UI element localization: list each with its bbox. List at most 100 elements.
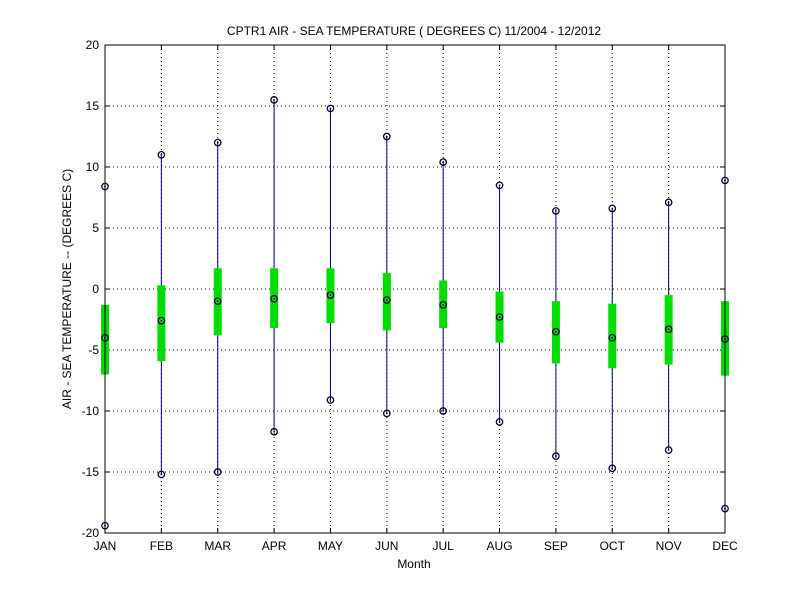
median-marker-dot	[216, 300, 219, 303]
iqr-box	[382, 273, 391, 331]
max-marker	[382, 132, 391, 141]
max-marker-dot	[498, 184, 501, 187]
max-marker-dot	[611, 207, 614, 210]
y-axis-label: AIR - SEA TEMPERATURE -- (DEGREES C)	[60, 169, 74, 409]
x-tick-label: FEB	[150, 539, 173, 553]
min-marker-dot	[442, 410, 445, 412]
median-marker	[552, 327, 560, 336]
y-tick-label: 15	[86, 99, 100, 113]
chart-title: CPTR1 AIR - SEA TEMPERATURE ( DEGREES C)…	[227, 24, 601, 38]
min-marker-dot	[273, 430, 275, 433]
max-marker-dot	[216, 141, 219, 144]
min-marker	[382, 409, 391, 418]
median-marker	[439, 301, 448, 309]
min-marker-dot	[498, 421, 501, 423]
min-marker	[157, 470, 166, 479]
x-tick-label: AUG	[487, 539, 513, 553]
box-apr	[270, 96, 279, 436]
median-marker-dot	[498, 316, 501, 318]
min-marker-dot	[667, 449, 670, 451]
y-tick-label: -15	[82, 465, 100, 479]
box-oct	[608, 204, 617, 473]
max-marker	[664, 198, 673, 207]
max-marker	[270, 96, 278, 104]
max-marker-dot	[385, 135, 388, 138]
iqr-box	[157, 285, 166, 361]
min-marker-dot	[385, 412, 388, 415]
max-marker-dot	[273, 99, 275, 101]
box-jun	[382, 132, 391, 418]
median-marker	[213, 297, 222, 306]
iqr-box	[608, 303, 617, 369]
min-marker	[664, 446, 673, 454]
grid-lines	[105, 45, 725, 533]
max-marker	[439, 158, 448, 166]
median-marker	[382, 296, 391, 304]
max-marker	[326, 104, 335, 113]
max-marker-dot	[555, 210, 557, 212]
min-marker-dot	[160, 473, 163, 476]
x-tick-label: JUL	[433, 539, 455, 553]
box-nov	[664, 198, 673, 454]
x-tick-label: OCT	[600, 539, 626, 553]
median-marker	[157, 316, 166, 325]
min-marker-dot	[216, 471, 219, 473]
box-sep	[551, 207, 560, 460]
max-marker	[495, 181, 504, 190]
max-marker-dot	[442, 161, 445, 164]
min-marker-dot	[329, 399, 332, 401]
y-tick-label: 20	[86, 38, 100, 52]
x-axis-label: Month	[397, 557, 430, 571]
data-marks	[101, 96, 729, 530]
median-marker-dot	[385, 299, 388, 301]
max-marker	[552, 207, 560, 215]
box-mar	[213, 138, 222, 476]
x-tick-label: NOV	[656, 539, 682, 553]
y-tick-label: 5	[92, 221, 99, 235]
x-tick-label: MAY	[318, 539, 343, 553]
plot-frame	[104, 44, 726, 534]
axis-ticks: -20 -15 -10 -5 0 5 10 15 20 JAN FEB MAR APR MAY JUN JUL…	[82, 38, 738, 553]
max-marker-dot	[160, 153, 163, 156]
box-may	[326, 104, 335, 404]
box-jul	[439, 158, 448, 415]
median-marker-dot	[555, 330, 557, 333]
min-marker	[552, 452, 560, 460]
box-feb	[157, 150, 166, 479]
max-marker	[157, 150, 166, 159]
min-marker	[495, 418, 504, 426]
y-tick-label: -20	[82, 526, 100, 540]
max-marker	[213, 138, 222, 147]
min-marker	[270, 427, 278, 436]
median-marker-dot	[442, 303, 445, 306]
max-marker	[608, 204, 617, 213]
median-marker-dot	[329, 294, 332, 296]
min-marker-dot	[611, 467, 614, 470]
median-marker-dot	[273, 297, 275, 300]
x-tick-label: DEC	[712, 539, 738, 553]
max-marker-dot	[329, 107, 332, 110]
y-tick-label: 10	[86, 160, 100, 174]
min-marker	[608, 464, 617, 473]
min-marker	[213, 468, 222, 476]
y-tick-label: -10	[82, 404, 100, 418]
y-tick-label: 0	[92, 282, 99, 296]
min-marker	[326, 396, 335, 404]
median-marker	[608, 333, 617, 342]
median-marker	[326, 291, 335, 299]
x-tick-label: MAR	[204, 539, 231, 553]
box-aug	[495, 181, 504, 426]
x-tick-label: JUN	[375, 539, 398, 553]
median-marker-dot	[611, 336, 614, 339]
median-marker	[664, 325, 673, 334]
x-tick-label: SEP	[544, 539, 568, 553]
max-marker-dot	[667, 201, 670, 204]
y-tick-label: -5	[88, 343, 99, 357]
x-tick-label: JAN	[94, 539, 117, 553]
x-tick-label: APR	[262, 539, 287, 553]
min-marker-dot	[555, 455, 557, 458]
min-marker	[439, 407, 448, 415]
median-marker-dot	[160, 319, 163, 322]
median-marker-dot	[667, 328, 670, 331]
